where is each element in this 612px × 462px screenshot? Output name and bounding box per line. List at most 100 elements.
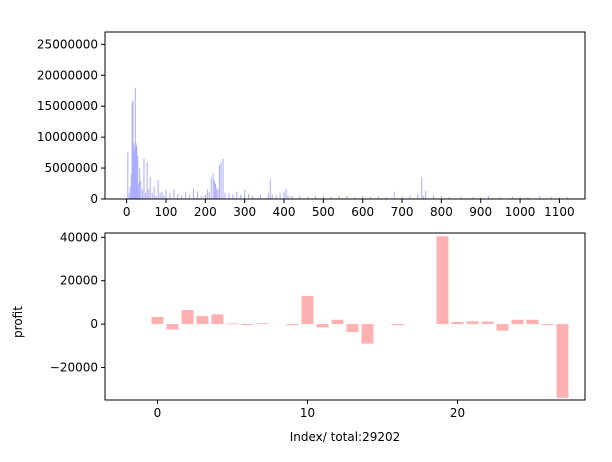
- top-chart-x-tick-label: 700: [391, 205, 414, 219]
- bottom-chart-y-axis-label: profit: [11, 306, 25, 338]
- top-chart-bar: [181, 195, 183, 199]
- top-chart-bar: [149, 177, 151, 199]
- bottom-chart-bar: [541, 324, 554, 326]
- top-chart-bar: [244, 189, 246, 199]
- bottom-chart-y-tick-label: 20000: [60, 274, 98, 288]
- top-chart-frame: [104, 31, 586, 200]
- top-chart-axes: 0 100 200 300 400 500 600 700 800 900 1000 1100 0 500…: [37, 31, 586, 219]
- bottom-chart-x-tick-label: 10: [300, 406, 315, 420]
- top-chart-bar: [393, 191, 395, 199]
- bottom-chart-bar: [466, 321, 479, 325]
- top-chart-x-tick-label: 200: [194, 205, 217, 219]
- bottom-chart-bar: [211, 314, 224, 325]
- bottom-chart-bar: [451, 321, 464, 325]
- bottom-chart-x-axis-label: Index/ total:29202: [290, 430, 401, 444]
- top-chart-bar: [140, 180, 142, 199]
- top-chart-bar: [385, 197, 387, 199]
- top-chart-bar: [423, 195, 425, 199]
- top-chart-bar: [143, 158, 145, 199]
- top-chart-bar: [314, 195, 316, 199]
- bottom-chart-bar: [316, 324, 329, 328]
- top-chart-bar: [132, 100, 134, 199]
- top-chart-bar: [346, 195, 348, 199]
- top-chart-bar: [193, 188, 195, 199]
- top-chart-bar: [151, 192, 153, 199]
- bottom-chart-frame: [104, 232, 586, 401]
- top-chart-bar: [185, 191, 187, 199]
- bottom-chart-bar: [181, 309, 194, 325]
- top-chart-bar: [136, 146, 138, 199]
- bottom-chart: 0 10 20 −20000 0 20000 40000 Index/ total:2920…: [11, 230, 586, 444]
- top-chart-y-tick-label: 5000000: [45, 161, 98, 175]
- top-chart-bar: [285, 189, 287, 199]
- top-chart-bar: [421, 177, 423, 199]
- top-chart-bar: [539, 195, 541, 199]
- top-chart-bar: [189, 194, 191, 199]
- top-chart-bar: [224, 192, 226, 199]
- top-chart-y-tick-label: 15000000: [37, 99, 98, 113]
- top-chart-bar: [129, 186, 131, 199]
- top-chart: 0 100 200 300 400 500 600 700 800 900 1000 1100 0 500…: [37, 31, 586, 219]
- top-chart-x-tick-label: 600: [351, 205, 374, 219]
- bottom-chart-bar: [286, 324, 299, 326]
- top-chart-bar: [417, 194, 419, 199]
- top-chart-x-tick-label: 100: [155, 205, 178, 219]
- top-chart-x-tick-label: 500: [312, 205, 335, 219]
- bottom-chart-bar: [511, 319, 524, 325]
- top-chart-bar: [448, 197, 450, 199]
- top-chart-bar: [210, 177, 212, 199]
- bottom-chart-bar: [526, 319, 539, 325]
- top-chart-bar: [472, 197, 474, 199]
- top-chart-bar: [425, 190, 427, 199]
- top-chart-bar: [159, 192, 161, 199]
- bottom-chart-bar: [256, 323, 269, 325]
- top-chart-bar: [131, 103, 133, 199]
- top-chart-y-tick-label: 0: [90, 192, 98, 206]
- top-chart-bar: [137, 183, 139, 199]
- top-chart-bar: [338, 195, 340, 199]
- top-chart-bar: [480, 197, 482, 199]
- top-chart-y-tick-label: 20000000: [37, 68, 98, 82]
- bottom-chart-bar: [196, 316, 209, 325]
- top-chart-bar: [139, 168, 141, 199]
- bottom-chart-bar: [436, 236, 449, 325]
- top-chart-bar: [440, 195, 442, 199]
- top-chart-bar: [163, 195, 165, 199]
- bottom-chart-bar: [331, 319, 344, 325]
- top-chart-bar: [217, 189, 219, 199]
- top-chart-bar: [215, 183, 217, 199]
- bottom-chart-bar: [481, 321, 494, 325]
- top-chart-bar: [551, 197, 553, 199]
- top-chart-bar: [141, 189, 143, 199]
- top-chart-bar: [165, 189, 167, 199]
- top-chart-bars: [127, 87, 568, 199]
- top-chart-bar: [161, 191, 163, 199]
- top-chart-bar: [200, 195, 202, 199]
- top-chart-x-tick-label: 1100: [544, 205, 575, 219]
- top-chart-bar: [134, 87, 136, 199]
- top-chart-bar: [216, 188, 218, 199]
- top-chart-bar: [330, 196, 332, 199]
- top-chart-x-tick-label: 300: [233, 205, 256, 219]
- top-chart-bar: [135, 143, 137, 199]
- bottom-chart-y-tick-label: 0: [90, 317, 98, 331]
- top-chart-bar: [208, 191, 210, 199]
- top-chart-bar: [279, 192, 281, 199]
- top-chart-bar: [222, 158, 224, 199]
- top-chart-bar: [196, 191, 198, 199]
- top-chart-bar: [204, 194, 206, 199]
- top-chart-x-tick-label: 0: [123, 205, 131, 219]
- bottom-chart-x-tick-label: 20: [450, 406, 465, 420]
- top-chart-bar: [130, 174, 132, 199]
- bottom-chart-bar: [226, 323, 239, 325]
- bottom-chart-bar: [166, 324, 179, 330]
- top-chart-bar: [354, 197, 356, 199]
- top-chart-bar: [206, 189, 208, 199]
- top-chart-bar: [271, 194, 273, 199]
- bottom-chart-bar: [346, 324, 359, 333]
- top-chart-bar: [213, 180, 215, 199]
- top-chart-bar: [283, 191, 285, 199]
- bottom-chart-bar: [151, 316, 164, 325]
- bottom-chart-bar: [361, 324, 374, 344]
- top-chart-bar: [401, 196, 403, 199]
